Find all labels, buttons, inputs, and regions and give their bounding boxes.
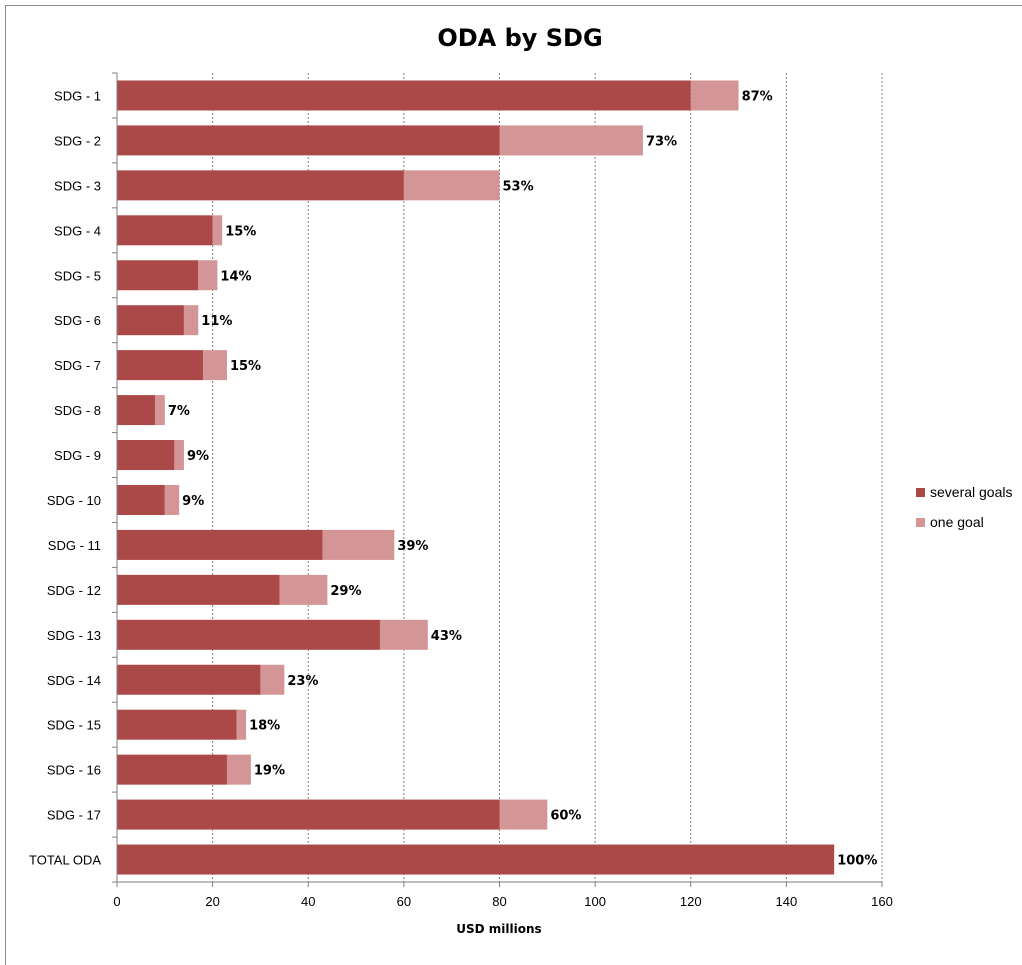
category-label-18: TOTAL ODA bbox=[29, 853, 101, 868]
legend-label-several-goals: several goals bbox=[930, 484, 1013, 500]
x-tick-label-20: 20 bbox=[205, 894, 219, 909]
bar-one-8 bbox=[155, 395, 165, 426]
category-label-4: SDG - 4 bbox=[54, 223, 101, 238]
category-label-11: SDG - 11 bbox=[48, 538, 101, 553]
bar-several-8 bbox=[117, 395, 156, 426]
category-label-15: SDG - 15 bbox=[47, 718, 101, 733]
bar-one-1 bbox=[690, 80, 739, 111]
bar-several-6 bbox=[117, 305, 184, 336]
data-label-10: 9% bbox=[182, 494, 204, 509]
category-label-16: SDG - 16 bbox=[47, 763, 101, 778]
bar-several-13 bbox=[117, 619, 380, 650]
category-label-7: SDG - 7 bbox=[54, 358, 101, 373]
bar-one-2 bbox=[499, 125, 643, 156]
data-label-3: 53% bbox=[503, 179, 534, 194]
data-label-12: 29% bbox=[330, 584, 361, 599]
category-label-9: SDG - 9 bbox=[54, 448, 101, 463]
bar-one-17 bbox=[499, 799, 548, 830]
category-label-3: SDG - 3 bbox=[54, 178, 101, 193]
bar-one-3 bbox=[403, 170, 500, 201]
bar-one-9 bbox=[174, 440, 184, 471]
category-label-14: SDG - 14 bbox=[47, 673, 101, 688]
data-label-7: 15% bbox=[230, 359, 261, 374]
bar-several-16 bbox=[117, 754, 227, 785]
bar-several-12 bbox=[117, 574, 280, 605]
bar-several-11 bbox=[117, 529, 323, 560]
chart-frame bbox=[5, 5, 1022, 965]
bar-several-18 bbox=[117, 844, 835, 875]
bar-one-13 bbox=[379, 619, 428, 650]
x-tick-label-140: 140 bbox=[776, 894, 798, 909]
x-tick-label-120: 120 bbox=[680, 894, 702, 909]
bar-several-10 bbox=[117, 484, 165, 515]
data-label-17: 60% bbox=[550, 809, 581, 824]
bar-one-16 bbox=[226, 754, 251, 785]
x-axis-title: USD millions bbox=[456, 922, 541, 936]
bar-one-4 bbox=[212, 215, 223, 246]
category-label-5: SDG - 5 bbox=[54, 268, 101, 283]
data-label-2: 73% bbox=[646, 134, 677, 149]
bar-one-5 bbox=[198, 260, 218, 291]
bar-one-10 bbox=[164, 484, 180, 515]
bar-one-14 bbox=[260, 664, 285, 695]
data-label-6: 11% bbox=[201, 314, 232, 329]
axes-group: 0 20 40 60 80 100 120 140 160 bbox=[112, 72, 893, 909]
x-tick-label-0: 0 bbox=[113, 894, 120, 909]
category-label-13: SDG - 13 bbox=[47, 628, 101, 643]
category-label-1: SDG - 1 bbox=[54, 88, 101, 103]
data-label-14: 23% bbox=[287, 674, 318, 689]
category-label-2: SDG - 2 bbox=[54, 133, 101, 148]
bar-several-2 bbox=[117, 125, 500, 156]
bar-several-1 bbox=[117, 80, 691, 111]
x-tick-label-60: 60 bbox=[397, 894, 411, 909]
legend-label-one-goal: one goal bbox=[930, 514, 984, 530]
bar-several-5 bbox=[117, 260, 199, 291]
legend-swatch-one-goal bbox=[916, 518, 925, 527]
data-label-8: 7% bbox=[168, 404, 190, 419]
bar-several-7 bbox=[117, 350, 204, 381]
bar-several-17 bbox=[117, 799, 500, 830]
bar-one-6 bbox=[183, 305, 199, 336]
category-label-17: SDG - 17 bbox=[47, 808, 101, 823]
data-label-5: 14% bbox=[220, 269, 251, 284]
category-label-12: SDG - 12 bbox=[47, 583, 101, 598]
category-label-6: SDG - 6 bbox=[54, 313, 101, 328]
data-label-11: 39% bbox=[397, 539, 428, 554]
data-label-13: 43% bbox=[431, 629, 462, 644]
bar-one-7 bbox=[203, 350, 227, 381]
legend: several goals one goal bbox=[916, 484, 1013, 530]
data-label-1: 87% bbox=[742, 89, 773, 104]
chart-title: ODA by SDG bbox=[437, 24, 602, 52]
gridlines bbox=[212, 73, 883, 882]
bar-several-14 bbox=[117, 664, 261, 695]
bar-several-4 bbox=[117, 215, 213, 246]
x-tick-label-100: 100 bbox=[584, 894, 606, 909]
data-label-4: 15% bbox=[225, 224, 256, 239]
bar-several-15 bbox=[117, 709, 237, 740]
bar-one-15 bbox=[236, 709, 247, 740]
data-label-15: 18% bbox=[249, 719, 280, 734]
legend-swatch-several-goals bbox=[916, 488, 925, 497]
data-label-16: 19% bbox=[254, 764, 285, 779]
category-label-10: SDG - 10 bbox=[47, 493, 101, 508]
data-label-18: 100% bbox=[837, 854, 877, 869]
bar-one-12 bbox=[279, 574, 328, 605]
bar-one-11 bbox=[322, 529, 395, 560]
bars-group bbox=[117, 80, 835, 875]
x-tick-label-40: 40 bbox=[301, 894, 315, 909]
data-label-9: 9% bbox=[187, 449, 209, 464]
bar-several-3 bbox=[117, 170, 404, 201]
category-label-8: SDG - 8 bbox=[54, 403, 101, 418]
x-tick-label-80: 80 bbox=[492, 894, 506, 909]
labels-group: SDG - 1 87% SDG - 2 73% SDG - 3 53% SDG - 4 15%… bbox=[29, 88, 877, 868]
x-tick-label-160: 160 bbox=[871, 894, 893, 909]
bar-several-9 bbox=[117, 440, 175, 471]
